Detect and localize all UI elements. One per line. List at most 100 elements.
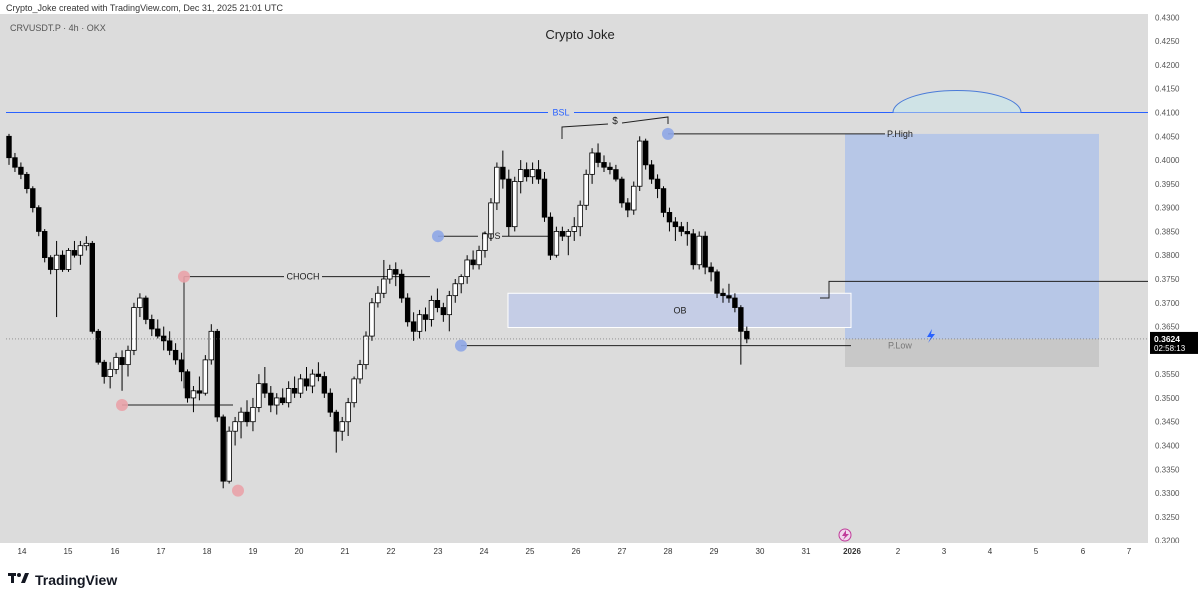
candle-down[interactable]	[119, 357, 125, 366]
candle-up[interactable]	[77, 245, 84, 256]
candle-up[interactable]	[446, 295, 452, 316]
candle-down[interactable]	[333, 411, 339, 432]
candle-down[interactable]	[89, 242, 95, 332]
candle-up[interactable]	[529, 169, 536, 178]
candle-down[interactable]	[42, 231, 48, 258]
candle-up[interactable]	[65, 250, 72, 270]
candle-down[interactable]	[648, 164, 655, 180]
candle-up[interactable]	[488, 202, 494, 235]
stop-zone[interactable]	[845, 338, 1099, 367]
symbol-info[interactable]: CRVUSDT.P · 4h · OKX	[10, 23, 106, 33]
candle-down[interactable]	[36, 207, 42, 232]
candle-up[interactable]	[565, 231, 571, 237]
candle-down[interactable]	[160, 335, 167, 342]
candle-up[interactable]	[452, 283, 458, 297]
candle-down[interactable]	[660, 188, 667, 213]
candle-down[interactable]	[155, 328, 161, 337]
candle-up[interactable]	[232, 421, 238, 432]
candle-down[interactable]	[291, 388, 298, 394]
candle-up[interactable]	[512, 181, 518, 228]
candle-down[interactable]	[523, 169, 530, 178]
candle-up[interactable]	[577, 204, 583, 228]
pivot-high-marker[interactable]	[455, 339, 467, 352]
candle-down[interactable]	[613, 169, 619, 180]
target-zone[interactable]	[845, 133, 1099, 339]
candle-up[interactable]	[428, 300, 435, 320]
candle-down[interactable]	[244, 411, 250, 423]
candle-down[interactable]	[178, 359, 185, 373]
candle-down[interactable]	[601, 162, 607, 168]
candle-down[interactable]	[393, 269, 399, 275]
candle-down[interactable]	[738, 307, 744, 332]
candle-down[interactable]	[214, 330, 220, 418]
candle-down[interactable]	[642, 140, 649, 166]
candle-down[interactable]	[625, 202, 631, 211]
candle-down[interactable]	[410, 321, 417, 332]
candle-up[interactable]	[256, 383, 262, 408]
candle-up[interactable]	[637, 140, 643, 187]
candle-up[interactable]	[309, 373, 316, 387]
candle-up[interactable]	[137, 297, 143, 308]
candle-down[interactable]	[506, 178, 512, 228]
candle-down[interactable]	[279, 397, 286, 404]
candle-up[interactable]	[631, 185, 637, 211]
candle-down[interactable]	[47, 257, 54, 270]
candle-up[interactable]	[113, 357, 119, 370]
candle-down[interactable]	[535, 169, 542, 180]
candle-down[interactable]	[149, 319, 155, 330]
candle-up[interactable]	[125, 349, 131, 366]
candle-up[interactable]	[351, 378, 357, 404]
pivot-low-marker[interactable]	[232, 484, 244, 497]
candle-down[interactable]	[666, 212, 673, 223]
candle-down[interactable]	[470, 259, 476, 266]
candle-down[interactable]	[321, 376, 328, 394]
candle-down[interactable]	[654, 178, 661, 190]
candle-down[interactable]	[6, 135, 12, 159]
candle-down[interactable]	[434, 300, 441, 308]
candle-down[interactable]	[30, 188, 36, 209]
candle-down[interactable]	[422, 314, 429, 320]
candle-down[interactable]	[726, 295, 732, 299]
candle-up[interactable]	[387, 269, 393, 280]
candle-down[interactable]	[24, 173, 30, 190]
candle-down[interactable]	[744, 330, 750, 340]
candle-up[interactable]	[458, 276, 464, 285]
candle-up[interactable]	[482, 233, 488, 251]
current-price-badge[interactable]	[1150, 331, 1198, 354]
candle-up[interactable]	[381, 278, 387, 294]
order-block-zone[interactable]	[507, 292, 852, 329]
candle-down[interactable]	[12, 157, 18, 168]
candle-down[interactable]	[196, 390, 203, 394]
pivot-low-marker[interactable]	[116, 399, 128, 412]
candle-down[interactable]	[702, 235, 708, 268]
candle-down[interactable]	[268, 392, 274, 406]
candle-down[interactable]	[678, 226, 685, 232]
candle-up[interactable]	[285, 388, 292, 404]
candle-down[interactable]	[708, 266, 714, 273]
candle-up[interactable]	[107, 368, 113, 377]
candle-down[interactable]	[732, 297, 738, 308]
candle-down[interactable]	[172, 349, 179, 361]
candle-up[interactable]	[696, 235, 702, 266]
candle-down[interactable]	[327, 392, 333, 413]
candle-down[interactable]	[672, 221, 679, 228]
pivot-low-marker[interactable]	[178, 270, 190, 283]
candle-down[interactable]	[500, 166, 506, 180]
candle-up[interactable]	[339, 421, 345, 432]
candle-up[interactable]	[357, 364, 363, 380]
candle-down[interactable]	[607, 166, 613, 170]
candle-down[interactable]	[184, 371, 191, 399]
candle-down[interactable]	[714, 271, 720, 294]
candle-down[interactable]	[101, 361, 107, 377]
candle-down[interactable]	[95, 330, 101, 363]
candle-down[interactable]	[690, 233, 696, 266]
candle-down[interactable]	[619, 178, 625, 204]
candle-up[interactable]	[369, 302, 375, 337]
candle-down[interactable]	[541, 178, 548, 218]
candle-down[interactable]	[404, 297, 411, 323]
candle-down[interactable]	[559, 231, 566, 237]
candle-up[interactable]	[375, 292, 381, 304]
candle-up[interactable]	[583, 173, 589, 206]
